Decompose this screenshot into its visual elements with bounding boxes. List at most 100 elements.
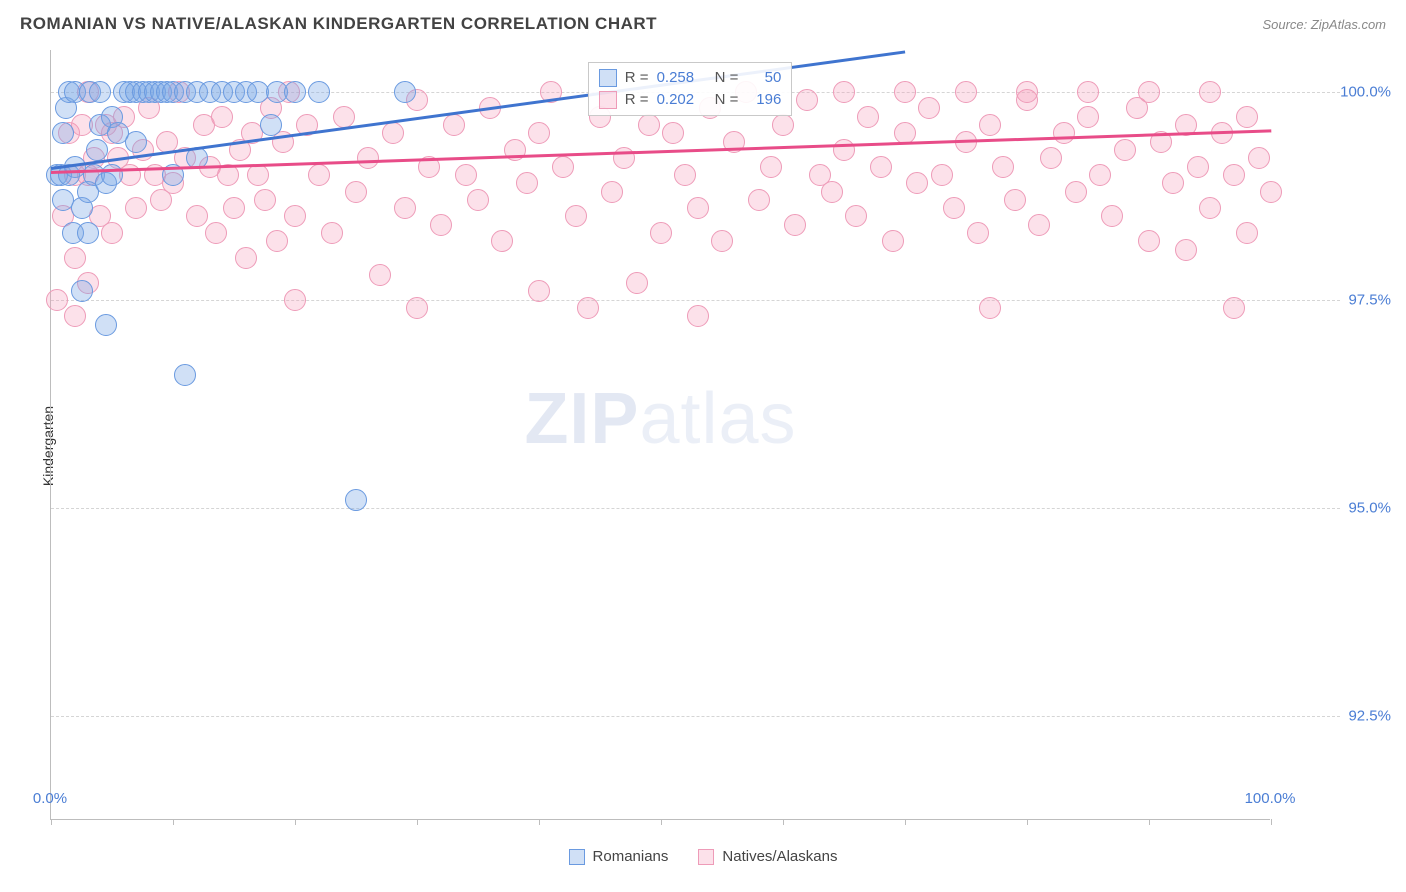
- correlation-legend: R =0.258N =50R =0.202N =196: [588, 62, 793, 116]
- x-tick: [295, 819, 296, 825]
- scatter-point: [86, 139, 108, 161]
- scatter-point: [552, 156, 574, 178]
- scatter-point: [260, 114, 282, 136]
- scatter-point: [784, 214, 806, 236]
- scatter-point: [1077, 81, 1099, 103]
- scatter-point: [101, 222, 123, 244]
- legend-swatch: [698, 849, 714, 865]
- scatter-point: [77, 222, 99, 244]
- scatter-point: [601, 181, 623, 203]
- scatter-point: [1040, 147, 1062, 169]
- scatter-point: [1223, 164, 1245, 186]
- watermark: ZIPatlas: [524, 378, 796, 460]
- x-tick: [51, 819, 52, 825]
- scatter-point: [516, 172, 538, 194]
- scatter-point: [1223, 297, 1245, 319]
- scatter-point: [1162, 172, 1184, 194]
- x-tick: [1027, 819, 1028, 825]
- scatter-point: [1053, 122, 1075, 144]
- legend-swatch: [599, 91, 617, 109]
- scatter-point: [284, 81, 306, 103]
- scatter-point: [760, 156, 782, 178]
- y-tick-label: 100.0%: [1281, 83, 1391, 100]
- scatter-point: [1175, 239, 1197, 261]
- legend-row: R =0.258N =50: [599, 67, 782, 89]
- x-tick: [539, 819, 540, 825]
- x-tick: [783, 819, 784, 825]
- legend-row: R =0.202N =196: [599, 89, 782, 111]
- scatter-point: [565, 205, 587, 227]
- scatter-point: [333, 106, 355, 128]
- scatter-point: [1016, 81, 1038, 103]
- y-tick-label: 97.5%: [1281, 291, 1391, 308]
- scatter-point: [955, 81, 977, 103]
- scatter-point: [1236, 106, 1258, 128]
- scatter-point: [308, 81, 330, 103]
- scatter-point: [1248, 147, 1270, 169]
- scatter-point: [967, 222, 989, 244]
- scatter-point: [992, 156, 1014, 178]
- source-label: Source: ZipAtlas.com: [1262, 17, 1386, 32]
- scatter-point: [382, 122, 404, 144]
- x-tick-label: 0.0%: [33, 790, 67, 807]
- scatter-point: [674, 164, 696, 186]
- scatter-point: [321, 222, 343, 244]
- scatter-point: [369, 264, 391, 286]
- gridline-h: [51, 716, 1340, 717]
- scatter-point: [394, 197, 416, 219]
- scatter-point: [174, 364, 196, 386]
- scatter-point: [308, 164, 330, 186]
- scatter-point: [528, 280, 550, 302]
- x-tick: [417, 819, 418, 825]
- legend-label: Natives/Alaskans: [722, 848, 837, 865]
- scatter-point: [894, 81, 916, 103]
- scatter-point: [1260, 181, 1282, 203]
- scatter-point: [345, 181, 367, 203]
- scatter-point: [638, 114, 660, 136]
- plot-area: ZIPatlas 92.5%95.0%97.5%100.0%R =0.258N …: [50, 50, 1270, 820]
- scatter-point: [1004, 189, 1026, 211]
- scatter-point: [64, 305, 86, 327]
- scatter-point: [491, 230, 513, 252]
- scatter-point: [125, 197, 147, 219]
- legend-swatch: [569, 849, 585, 865]
- scatter-point: [284, 289, 306, 311]
- scatter-point: [796, 89, 818, 111]
- scatter-point: [626, 272, 648, 294]
- scatter-point: [882, 230, 904, 252]
- x-tick: [1149, 819, 1150, 825]
- scatter-point: [89, 81, 111, 103]
- scatter-point: [1199, 197, 1221, 219]
- scatter-point: [223, 197, 245, 219]
- scatter-point: [1199, 81, 1221, 103]
- scatter-point: [95, 314, 117, 336]
- scatter-point: [1089, 164, 1111, 186]
- scatter-point: [845, 205, 867, 227]
- legend-label: Romanians: [593, 848, 669, 865]
- gridline-h: [51, 300, 1340, 301]
- x-tick: [1271, 819, 1272, 825]
- scatter-point: [772, 114, 794, 136]
- scatter-point: [833, 139, 855, 161]
- scatter-point: [394, 81, 416, 103]
- scatter-point: [254, 189, 276, 211]
- plot-container: ZIPatlas 92.5%95.0%97.5%100.0%R =0.258N …: [50, 50, 1270, 820]
- scatter-point: [235, 247, 257, 269]
- chart-title: ROMANIAN VS NATIVE/ALASKAN KINDERGARTEN …: [20, 14, 657, 34]
- scatter-point: [857, 106, 879, 128]
- scatter-point: [266, 230, 288, 252]
- x-tick: [905, 819, 906, 825]
- scatter-point: [528, 122, 550, 144]
- scatter-point: [662, 122, 684, 144]
- y-tick-label: 92.5%: [1281, 707, 1391, 724]
- x-tick: [661, 819, 662, 825]
- scatter-point: [125, 131, 147, 153]
- scatter-point: [430, 214, 452, 236]
- scatter-point: [687, 305, 709, 327]
- scatter-point: [821, 181, 843, 203]
- legend-swatch: [599, 69, 617, 87]
- scatter-point: [455, 164, 477, 186]
- scatter-point: [101, 164, 123, 186]
- gridline-h: [51, 508, 1340, 509]
- scatter-point: [870, 156, 892, 178]
